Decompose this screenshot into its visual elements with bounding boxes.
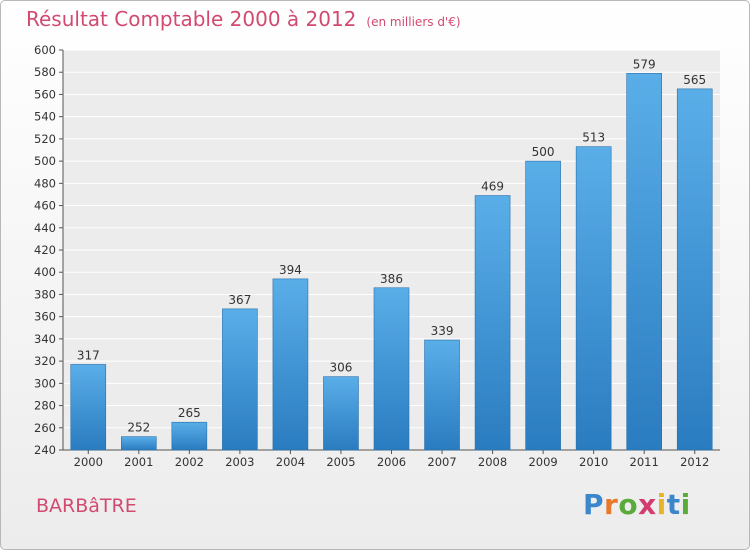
y-tick-label: 460 (34, 199, 56, 213)
y-tick-label: 300 (34, 376, 56, 390)
value-label-2002: 265 (178, 406, 201, 420)
bar-2012 (676, 88, 713, 451)
y-tick-label: 280 (34, 399, 56, 413)
logo-letter: i (656, 488, 667, 521)
value-label-2006: 386 (380, 272, 403, 286)
logo-letter: r (604, 488, 619, 521)
x-tick-label-2007: 2007 (427, 455, 456, 469)
proxiti-logo: Proxiti (583, 488, 691, 521)
y-tick-label: 400 (34, 265, 56, 279)
bar-2006 (373, 287, 410, 451)
y-tick-label: 360 (34, 310, 56, 324)
bar-2004 (272, 278, 309, 451)
value-label-2005: 306 (330, 361, 353, 375)
y-tick-label: 340 (34, 332, 56, 346)
x-tick-label-2011: 2011 (630, 455, 659, 469)
x-tick-label-2004: 2004 (276, 455, 305, 469)
bar-2005 (323, 376, 359, 451)
value-label-2012: 565 (683, 73, 706, 87)
value-label-2008: 469 (481, 180, 504, 194)
y-tick-label: 540 (34, 110, 56, 124)
chart-title: Résultat Comptable 2000 à 2012 (en millie… (26, 7, 461, 31)
logo-letter: P (583, 488, 605, 521)
labels: 240 260 280 300 320 340 360 380 400 420 440 460 480 5… (34, 43, 709, 469)
bar-2002 (171, 421, 208, 451)
y-tick-label: 320 (34, 354, 56, 368)
y-tick-label: 240 (34, 443, 56, 457)
x-tick-label-2000: 2000 (74, 455, 103, 469)
value-label-2004: 394 (279, 263, 302, 277)
x-tick-label-2008: 2008 (478, 455, 507, 469)
x-tick-label-2010: 2010 (579, 455, 608, 469)
chart-subtitle: (en milliers d'€) (366, 15, 461, 29)
y-tick-label: 380 (34, 287, 56, 301)
y-tick-label: 520 (34, 132, 56, 146)
bar-2003 (222, 308, 258, 451)
y-tick-label: 420 (34, 243, 56, 257)
y-tick-label: 580 (34, 65, 56, 79)
logo-letter: o (618, 488, 639, 521)
x-tick-label-2005: 2005 (326, 455, 355, 469)
bar-2007 (424, 339, 460, 451)
bar-2011 (626, 73, 662, 451)
y-tick-label: 600 (34, 43, 56, 57)
bar-2001 (121, 436, 157, 451)
x-tick-label-2001: 2001 (124, 455, 153, 469)
bar-2008 (474, 195, 511, 451)
y-tick-label: 480 (34, 176, 56, 190)
y-tick-label: 440 (34, 221, 56, 235)
bar-2000 (70, 364, 107, 451)
y-tick-label: 500 (34, 154, 56, 168)
value-label-2000: 317 (77, 348, 100, 362)
y-tick-label: 260 (34, 421, 56, 435)
logo-letter: i (680, 488, 691, 521)
y-tick-label: 560 (34, 87, 56, 101)
value-label-2003: 367 (228, 293, 251, 307)
x-tick-label-2002: 2002 (175, 455, 204, 469)
bars (70, 73, 713, 451)
place-name: BARBâTRE (36, 495, 137, 517)
value-label-2010: 513 (582, 131, 605, 145)
value-label-2007: 339 (431, 324, 454, 338)
x-tick-label-2006: 2006 (377, 455, 406, 469)
logo-letter: t (666, 488, 681, 521)
x-tick-label-2009: 2009 (528, 455, 557, 469)
x-tick-label-2012: 2012 (680, 455, 709, 469)
value-label-2001: 252 (127, 421, 150, 435)
bar-2010 (575, 146, 612, 451)
chart-title-text: Résultat Comptable 2000 à 2012 (26, 7, 357, 31)
logo-letter: x (638, 488, 657, 521)
value-label-2011: 579 (633, 57, 656, 71)
bar-2009 (525, 160, 561, 451)
value-label-2009: 500 (532, 145, 555, 159)
x-tick-label-2003: 2003 (225, 455, 254, 469)
